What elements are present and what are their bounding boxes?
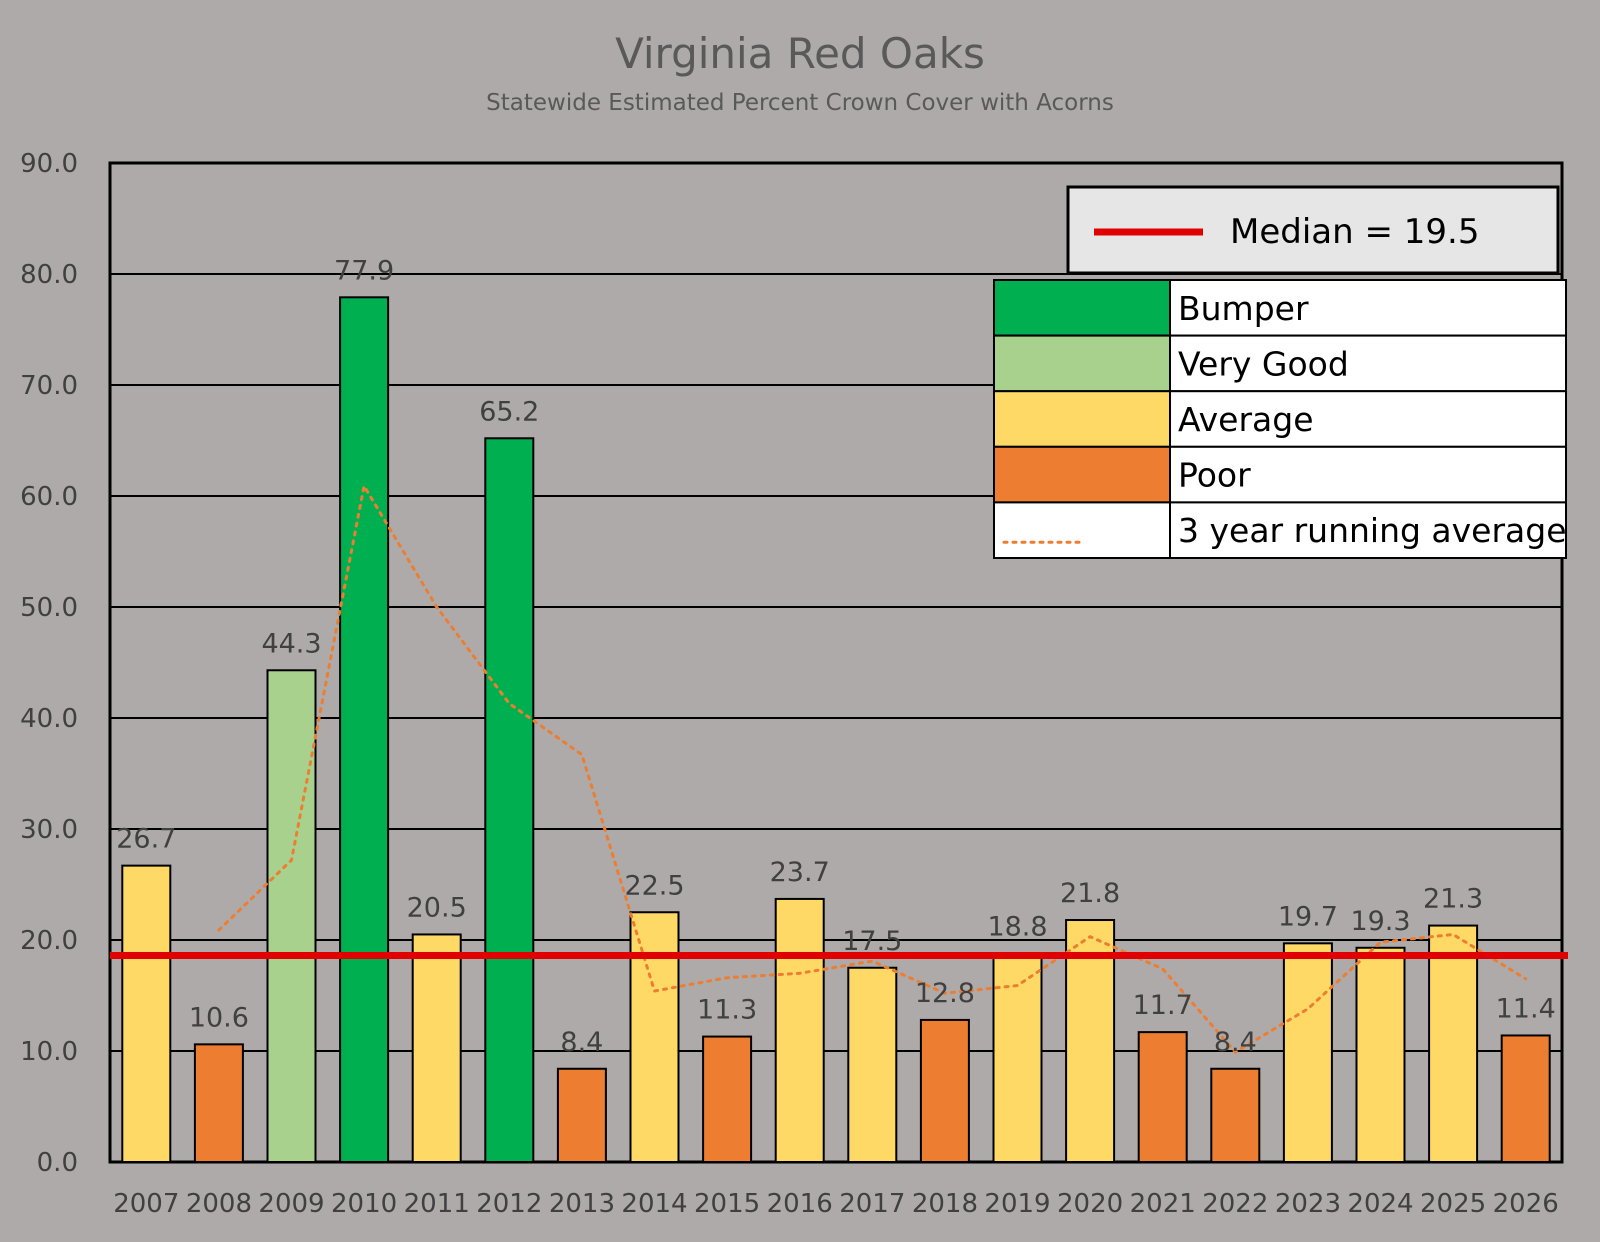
data-label-2017: 17.5 — [842, 926, 902, 957]
y-tick-label: 40.0 — [20, 704, 78, 734]
x-tick-label: 2015 — [694, 1189, 760, 1219]
bar-2019 — [992, 952, 1043, 1163]
bar-2017 — [847, 966, 898, 1163]
plot-area: 0.0 10.0 20.0 30.0 40.0 50.0 60.0 70.0 80.0 90.0 2… — [20, 149, 1568, 1219]
bar-2023 — [1282, 942, 1333, 1164]
bar-2013 — [556, 1067, 607, 1164]
data-label-2024: 19.3 — [1350, 906, 1410, 937]
legend-median-label: Median = 19.5 — [1230, 212, 1479, 252]
x-tick-label: 2024 — [1347, 1189, 1413, 1219]
bar-2020 — [1065, 919, 1116, 1164]
y-tick-label: 30.0 — [20, 815, 78, 845]
data-label-2008: 10.6 — [189, 1002, 249, 1033]
x-tick-label: 2018 — [912, 1189, 978, 1219]
data-label-2021: 11.7 — [1133, 990, 1193, 1021]
legend-swatch — [993, 334, 1171, 393]
x-tick-label: 2008 — [186, 1189, 252, 1219]
bar-2018 — [919, 1018, 970, 1163]
data-label-2014: 22.5 — [624, 870, 684, 901]
data-label-2012: 65.2 — [479, 396, 539, 427]
data-label-2016: 23.7 — [770, 857, 830, 888]
bar-2025 — [1428, 924, 1479, 1163]
y-tick-label: 50.0 — [20, 593, 78, 623]
bar-2007 — [121, 864, 172, 1163]
bar-2016 — [774, 897, 825, 1163]
legend-row — [1169, 279, 1567, 337]
data-label-2020: 21.8 — [1060, 878, 1120, 909]
bar-2014 — [629, 911, 680, 1163]
y-tick-label: 70.0 — [20, 371, 78, 401]
y-tick-label: 90.0 — [20, 149, 78, 179]
legend-label: 3 year running average — [1178, 511, 1567, 550]
bar-2010 — [339, 296, 390, 1163]
chart-title: Virginia Red Oaks — [615, 29, 985, 78]
data-label-2009: 44.3 — [261, 628, 321, 659]
bar-2012 — [484, 437, 535, 1163]
x-tick-label: 2010 — [331, 1189, 397, 1219]
bar-2011 — [411, 933, 462, 1164]
legend-row — [1169, 390, 1567, 448]
x-tick-label: 2013 — [549, 1189, 615, 1219]
legend-label: Poor — [1178, 456, 1251, 495]
x-tick-label: 2017 — [839, 1189, 905, 1219]
data-label-2010: 77.9 — [334, 255, 394, 286]
bar-2008 — [193, 1043, 244, 1163]
y-tick-label: 0.0 — [37, 1148, 78, 1178]
bar-2021 — [1137, 1031, 1188, 1163]
x-tick-label: 2007 — [113, 1189, 179, 1219]
data-label-2018: 12.8 — [915, 978, 975, 1009]
legend-label: Bumper — [1178, 289, 1309, 328]
legend-swatch-bg — [993, 501, 1171, 559]
data-label-2025: 21.3 — [1423, 884, 1483, 915]
data-label-2019: 18.8 — [987, 911, 1047, 942]
y-tick-label: 80.0 — [20, 260, 78, 290]
x-tick-label: 2019 — [984, 1189, 1050, 1219]
data-label-2011: 20.5 — [407, 892, 467, 923]
y-tick-label: 10.0 — [20, 1037, 78, 1067]
x-tick-label: 2016 — [767, 1189, 833, 1219]
bar-2009 — [266, 669, 317, 1164]
bar-2022 — [1210, 1067, 1261, 1164]
legend-row — [1169, 501, 1567, 559]
legend-label: Average — [1178, 400, 1314, 439]
bar-2026 — [1500, 1034, 1551, 1163]
data-label-2023: 19.7 — [1278, 901, 1338, 932]
x-tick-label: 2011 — [404, 1189, 470, 1219]
x-tick-label: 2014 — [621, 1189, 687, 1219]
x-tick-label: 2021 — [1130, 1189, 1196, 1219]
legend-swatch — [993, 279, 1171, 337]
legend-row — [1169, 334, 1567, 393]
data-label-2026: 11.4 — [1496, 993, 1556, 1024]
chart-subtitle: Statewide Estimated Percent Crown Cover … — [486, 90, 1114, 116]
x-tick-label: 2026 — [1493, 1189, 1559, 1219]
bar-2024 — [1355, 946, 1406, 1164]
x-tick-label: 2009 — [258, 1189, 324, 1219]
legend-swatch — [993, 390, 1171, 448]
y-tick-label: 60.0 — [20, 482, 78, 512]
data-label-2007: 26.7 — [116, 824, 176, 855]
legend-swatch — [993, 445, 1171, 504]
y-tick-label: 20.0 — [20, 926, 78, 956]
running-average-line — [217, 481, 1528, 1055]
legend-label: Very Good — [1178, 344, 1349, 383]
x-tick-label: 2022 — [1202, 1189, 1268, 1219]
x-tick-label: 2025 — [1420, 1189, 1486, 1219]
data-label-2022: 8.4 — [1214, 1027, 1257, 1058]
data-label-2015: 11.3 — [697, 995, 757, 1026]
x-tick-label: 2020 — [1057, 1189, 1123, 1219]
legend: Median = 19.5 Bumper Very Good Average Poor 3… — [993, 185, 1567, 559]
x-tick-label: 2023 — [1275, 1189, 1341, 1219]
data-label-2013: 8.4 — [560, 1027, 603, 1058]
x-tick-label: 2012 — [476, 1189, 542, 1219]
plot-frame — [108, 161, 1564, 1164]
bar-2015 — [702, 1035, 753, 1163]
